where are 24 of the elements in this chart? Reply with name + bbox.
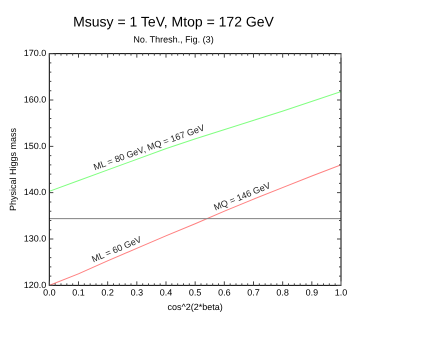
chart-subtitle: No. Thresh., Fig. (3) (133, 34, 214, 45)
y-tick-label: 140.0 (24, 187, 46, 198)
x-axis-title: cos^2(2*beta) (168, 302, 223, 312)
x-tick-label: 0.9 (306, 287, 318, 298)
x-tick-label: 0.4 (160, 287, 172, 298)
y-tick-label: 130.0 (24, 234, 46, 244)
annotation: MQ = 146 GeV (212, 180, 272, 213)
x-tick-label: 0.7 (247, 287, 260, 298)
x-tick-label: 0.5 (188, 287, 202, 298)
x-tick-label: 0.1 (72, 287, 85, 298)
x-tick-label: 0.0 (43, 287, 56, 298)
annotation: ML = 80 GeV, MQ = 167 GeV (92, 122, 206, 172)
y-axis-title: Physical Higgs mass (8, 127, 18, 212)
x-tick-label: 0.2 (101, 287, 114, 298)
chart-title: Msusy = 1 TeV, Mtop = 172 GeV (73, 13, 275, 30)
x-tick-label: 0.8 (276, 287, 289, 298)
x-tick-label: 1.0 (334, 287, 348, 298)
annotation: ML = 60 GeV (90, 234, 143, 264)
y-tick-label: 160.0 (24, 94, 46, 104)
y-tick-label: 120.0 (24, 280, 46, 290)
x-tick-label: 0.6 (218, 287, 231, 298)
y-tick-label: 170.0 (24, 48, 46, 58)
y-tick-label: 150.0 (24, 140, 46, 151)
x-tick-label: 0.3 (130, 287, 144, 298)
